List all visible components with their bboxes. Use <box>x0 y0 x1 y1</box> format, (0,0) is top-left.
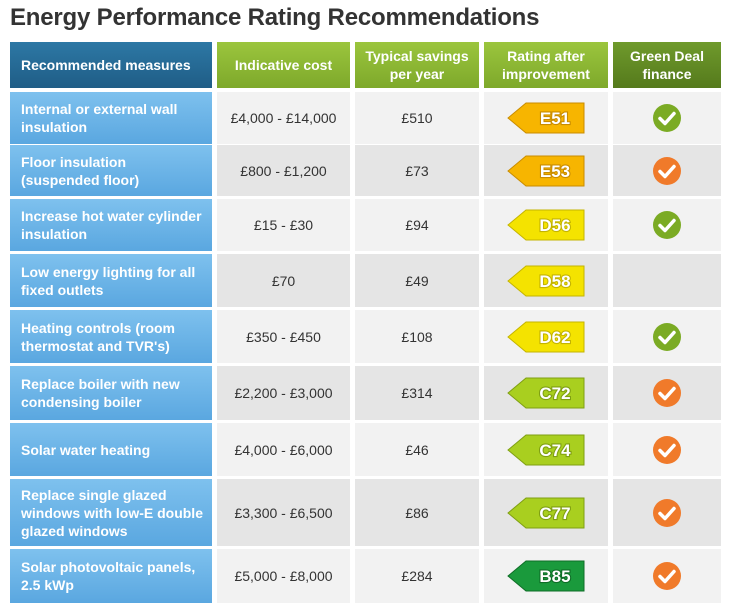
measure-label: Replace single glazed windows with low-E… <box>21 486 203 539</box>
orange-check-icon <box>653 562 681 590</box>
measure-label: Floor insulation (suspended floor) <box>21 153 140 188</box>
cost-cell: £4,000 - £14,000 <box>217 92 350 144</box>
finance-cell <box>613 254 721 307</box>
savings-cell: £314 <box>355 366 479 420</box>
rating-arrow-e: E51 <box>507 102 585 134</box>
header-typical-savings: Typical savings per year <box>355 42 479 88</box>
measure-cell: Floor insulation (suspended floor) <box>10 145 212 196</box>
rating-cell: E53 <box>484 145 608 196</box>
rating-value: B85 <box>539 567 570 586</box>
orange-check-icon <box>653 498 681 527</box>
measure-cell: Replace single glazed windows with low-E… <box>10 479 212 546</box>
rating-arrow-c: C74 <box>507 434 585 465</box>
measure-label: Internal or external wall insulation <box>21 101 178 135</box>
green-check-icon <box>653 104 681 132</box>
rating-arrow-c: C72 <box>507 377 585 409</box>
cost-cell: £15 - £30 <box>217 199 350 251</box>
finance-cell <box>613 479 721 546</box>
measure-label: Replace boiler with new condensing boile… <box>21 376 180 410</box>
green-check-icon <box>653 211 681 239</box>
header-rating-after-improvement: Rating after improvement <box>484 42 608 88</box>
finance-cell <box>613 549 721 603</box>
savings-cell: £510 <box>355 92 479 144</box>
finance-cell <box>613 92 721 144</box>
finance-cell <box>613 310 721 363</box>
cost-cell: £70 <box>217 254 350 307</box>
savings-cell: £94 <box>355 199 479 251</box>
measure-cell: Internal or external wall insulation <box>10 92 212 144</box>
rating-value: C72 <box>539 384 570 403</box>
measure-cell: Increase hot water cylinder insulation <box>10 199 212 251</box>
orange-check-icon <box>653 156 681 185</box>
measure-cell: Low energy lighting for all fixed outlet… <box>10 254 212 307</box>
rating-value: D62 <box>539 328 570 347</box>
rating-cell: D56 <box>484 199 608 251</box>
cost-cell: £3,300 - £6,500 <box>217 479 350 546</box>
header-indicative-cost: Indicative cost <box>217 42 350 88</box>
measure-label: Solar water heating <box>21 441 151 458</box>
green-check-icon <box>653 322 681 351</box>
rating-value: C74 <box>539 441 571 460</box>
savings-cell: £49 <box>355 254 479 307</box>
rating-value: D58 <box>539 272 570 291</box>
orange-check-icon <box>653 435 681 464</box>
rating-cell: C77 <box>484 479 608 546</box>
rating-cell: C74 <box>484 423 608 476</box>
cost-cell: £2,200 - £3,000 <box>217 366 350 420</box>
measure-label: Increase hot water cylinder insulation <box>21 208 202 242</box>
measure-label: Low energy lighting for all fixed outlet… <box>21 263 196 298</box>
savings-cell: £284 <box>355 549 479 603</box>
savings-cell: £46 <box>355 423 479 476</box>
rating-arrow-c: C77 <box>507 497 585 528</box>
finance-cell <box>613 366 721 420</box>
finance-cell <box>613 423 721 476</box>
rating-cell: E51 <box>484 92 608 144</box>
rating-value: E51 <box>540 109 570 128</box>
measure-label: Solar photovoltaic panels, 2.5 kWp <box>21 559 196 593</box>
rating-arrow-b: B85 <box>507 560 585 592</box>
rating-cell: B85 <box>484 549 608 603</box>
rating-arrow-d: D58 <box>507 265 585 296</box>
rating-cell: C72 <box>484 366 608 420</box>
measure-cell: Replace boiler with new condensing boile… <box>10 366 212 420</box>
rating-arrow-d: D62 <box>507 321 585 352</box>
rating-value: C77 <box>539 504 570 523</box>
page-title: Energy Performance Rating Recommendation… <box>10 4 540 31</box>
cost-cell: £350 - £450 <box>217 310 350 363</box>
cost-cell: £800 - £1,200 <box>217 145 350 196</box>
cost-cell: £5,000 - £8,000 <box>217 549 350 603</box>
rating-arrow-d: D56 <box>507 209 585 241</box>
header-recommended-measures: Recommended measures <box>10 42 212 88</box>
rating-arrow-e: E53 <box>507 155 585 186</box>
finance-cell <box>613 145 721 196</box>
measure-cell: Heating controls (room thermostat and TV… <box>10 310 212 363</box>
rating-value: D56 <box>539 216 570 235</box>
header-green-deal-finance: Green Deal finance <box>613 42 721 88</box>
savings-cell: £108 <box>355 310 479 363</box>
finance-cell <box>613 199 721 251</box>
savings-cell: £86 <box>355 479 479 546</box>
savings-cell: £73 <box>355 145 479 196</box>
measure-cell: Solar water heating <box>10 423 212 476</box>
rating-cell: D62 <box>484 310 608 363</box>
measure-label: Heating controls (room thermostat and TV… <box>21 319 176 354</box>
cost-cell: £4,000 - £6,000 <box>217 423 350 476</box>
rating-value: E53 <box>540 162 570 181</box>
rating-cell: D58 <box>484 254 608 307</box>
measure-cell: Solar photovoltaic panels, 2.5 kWp <box>10 549 212 603</box>
orange-check-icon <box>653 379 681 407</box>
